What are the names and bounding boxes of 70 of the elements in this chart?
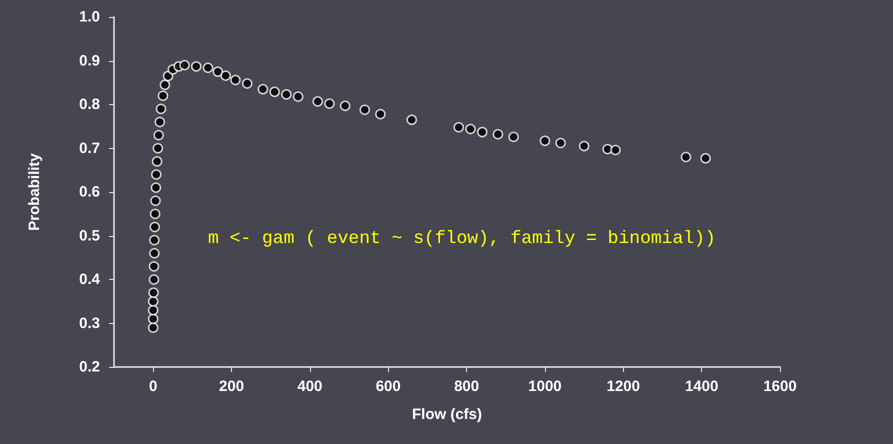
point bbox=[150, 196, 161, 206]
point bbox=[152, 156, 162, 167]
x-tick-label: 0 bbox=[149, 378, 158, 395]
point bbox=[610, 144, 621, 156]
point bbox=[555, 138, 566, 148]
point bbox=[154, 116, 166, 128]
point bbox=[465, 124, 476, 134]
point bbox=[406, 114, 417, 126]
y-tick-label: 1.0 bbox=[79, 8, 100, 26]
point bbox=[148, 304, 158, 316]
point bbox=[359, 104, 370, 115]
point bbox=[578, 140, 590, 152]
point bbox=[148, 274, 160, 285]
y-tick-label: 0.5 bbox=[79, 227, 100, 244]
point bbox=[150, 222, 160, 232]
point bbox=[160, 80, 170, 90]
point bbox=[158, 90, 168, 101]
point bbox=[151, 169, 162, 180]
point bbox=[492, 129, 504, 140]
point bbox=[179, 60, 190, 70]
x-tick-label: 800 bbox=[454, 378, 480, 395]
point bbox=[508, 132, 519, 142]
point bbox=[212, 66, 224, 77]
point bbox=[454, 122, 464, 132]
x-tick-label: 1000 bbox=[528, 378, 562, 395]
point bbox=[340, 100, 350, 112]
y-axis-title: Probability bbox=[26, 152, 43, 231]
y-tick-label: 0.7 bbox=[79, 140, 100, 157]
point bbox=[680, 152, 692, 162]
y-tick-label: 0.4 bbox=[79, 271, 101, 288]
point bbox=[258, 84, 268, 94]
y-tick-label: 0.3 bbox=[79, 314, 100, 332]
point bbox=[540, 136, 550, 146]
x-axis-title: Flow (cfs) bbox=[412, 406, 482, 423]
point bbox=[153, 130, 164, 140]
point bbox=[150, 182, 162, 193]
point bbox=[292, 91, 304, 102]
point bbox=[149, 248, 160, 258]
point bbox=[202, 62, 214, 73]
annotation: m <- gam ( event ~ s(flow), family = binomial)) bbox=[208, 229, 716, 249]
y-tick-label: 0.6 bbox=[79, 184, 100, 200]
point bbox=[148, 322, 158, 333]
point bbox=[324, 98, 335, 109]
point bbox=[148, 287, 159, 298]
x-tick-label: 600 bbox=[376, 378, 401, 395]
point bbox=[191, 61, 202, 72]
point bbox=[477, 126, 488, 138]
point bbox=[149, 234, 160, 246]
x-tick-label: 200 bbox=[219, 378, 244, 395]
point bbox=[230, 74, 241, 86]
point bbox=[220, 70, 231, 81]
point bbox=[700, 153, 711, 164]
point bbox=[269, 86, 280, 98]
point bbox=[148, 296, 158, 307]
point bbox=[242, 78, 252, 89]
point bbox=[312, 96, 323, 107]
y-tick-label: 0.9 bbox=[79, 52, 100, 70]
x-tick-label: 1400 bbox=[684, 378, 718, 395]
point bbox=[156, 104, 166, 114]
y-tick-label: 0.8 bbox=[79, 96, 100, 113]
point bbox=[148, 261, 160, 272]
point bbox=[281, 89, 292, 100]
point bbox=[148, 314, 158, 324]
point bbox=[375, 108, 386, 120]
x-tick-label: 1200 bbox=[606, 378, 640, 395]
x-tick-label: 400 bbox=[297, 378, 322, 395]
x-tick-label: 1600 bbox=[763, 378, 797, 395]
point bbox=[150, 208, 160, 220]
point bbox=[152, 143, 164, 154]
y-tick-label: 0.2 bbox=[79, 358, 100, 376]
